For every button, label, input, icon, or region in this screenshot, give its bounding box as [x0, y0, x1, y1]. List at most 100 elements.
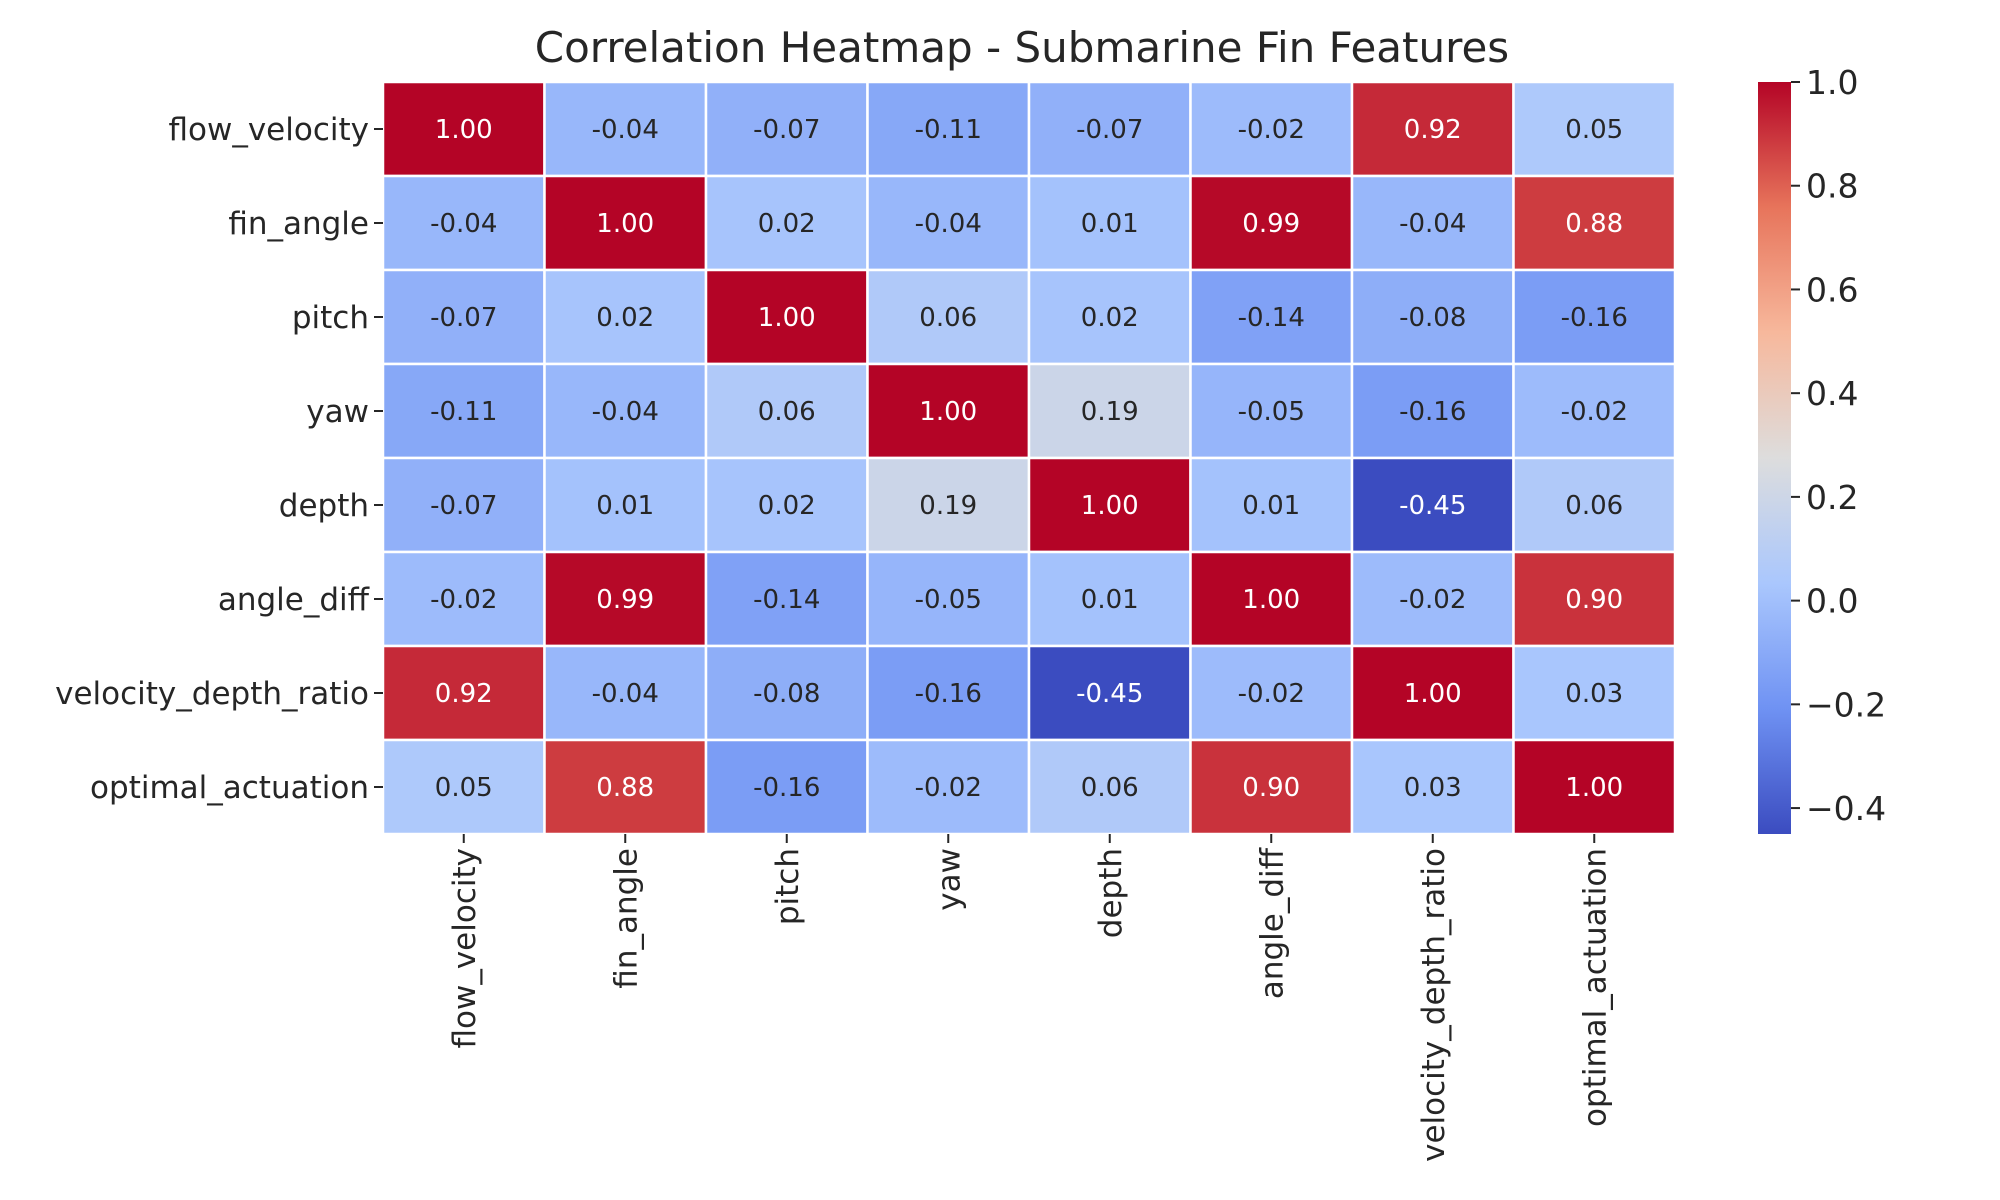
colorbar-tick-label: 0.8: [1806, 167, 1858, 206]
heatmap-cell-6-0: [381, 644, 546, 742]
cell-value-label: -0.45: [1399, 491, 1466, 521]
heatmap-cell-3-4: [1027, 362, 1192, 460]
cell-value-label: 0.92: [1404, 115, 1462, 145]
cell-value-label: -0.02: [915, 773, 982, 803]
colorbar-gradient: [1758, 82, 1791, 834]
cell-value-label: 0.05: [435, 773, 493, 803]
heatmap-cell-0-1: [543, 80, 708, 178]
cell-value-label: 1.00: [919, 397, 977, 427]
heatmap-cell-6-5: [1189, 644, 1354, 742]
heatmap-cell-4-3: [866, 456, 1031, 554]
heatmap-cell-2-4: [1027, 268, 1192, 366]
cell-value-label: 1.00: [596, 209, 654, 239]
cell-value-label: -0.02: [1399, 585, 1466, 615]
cell-value-label: -0.07: [430, 303, 497, 333]
cell-value-label: -0.16: [915, 679, 982, 709]
cell-value-label: 0.03: [1565, 679, 1623, 709]
heatmap-cell-2-7: [1512, 268, 1677, 366]
x-tick-label: pitch: [770, 848, 806, 925]
cell-value-label: -0.02: [430, 585, 497, 615]
heatmap-cell-6-2: [704, 644, 869, 742]
colorbar-tick-label: 1.0: [1806, 63, 1858, 102]
colorbar-tick-label: −0.2: [1806, 685, 1886, 724]
cell-value-label: 0.19: [919, 491, 977, 521]
heatmap-cell-0-5: [1189, 80, 1354, 178]
x-tick-label: fin_angle: [608, 848, 644, 989]
cell-value-label: -0.45: [1076, 679, 1143, 709]
cell-value-label: -0.14: [1238, 303, 1305, 333]
cell-value-label: 0.88: [1565, 209, 1623, 239]
cell-value-label: 0.06: [758, 397, 816, 427]
heatmap-cell-2-3: [866, 268, 1031, 366]
cell-value-label: 0.02: [596, 303, 654, 333]
cell-value-label: 1.00: [1242, 585, 1300, 615]
colorbar-tick-label: 0.0: [1806, 582, 1858, 621]
cell-value-label: 0.90: [1242, 773, 1300, 803]
cell-value-label: 0.01: [1081, 585, 1139, 615]
cell-value-label: -0.08: [1399, 303, 1466, 333]
cell-value-label: -0.11: [915, 115, 982, 145]
cell-value-label: -0.04: [915, 209, 982, 239]
heatmap-cell-5-6: [1350, 550, 1515, 648]
cell-value-label: -0.07: [753, 115, 820, 145]
cell-value-label: -0.02: [1238, 679, 1305, 709]
heatmap-cell-7-2: [704, 738, 869, 836]
cell-value-label: 0.06: [1081, 773, 1139, 803]
heatmap-cell-0-2: [704, 80, 869, 178]
y-tick-label: angle_diff: [218, 582, 370, 618]
cell-value-label: -0.05: [915, 585, 982, 615]
colorbar: 1.0 0.8 0.6 0.4 0.2 0.0 −0.2 −0.4: [1758, 63, 1886, 834]
y-tick-label: velocity_depth_ratio: [55, 676, 369, 712]
cell-value-label: 1.00: [1081, 491, 1139, 521]
x-tick-label: optimal_actuation: [1577, 848, 1613, 1127]
cell-value-label: 0.99: [596, 585, 654, 615]
heatmap-cell-2-1: [543, 268, 708, 366]
y-tick-label: fin_angle: [228, 206, 369, 242]
cell-value-label: 0.06: [919, 303, 977, 333]
x-tick-label: angle_diff: [1254, 847, 1290, 999]
cell-value-label: -0.02: [1561, 397, 1628, 427]
cell-value-label: 0.19: [1081, 397, 1139, 427]
cell-value-label: -0.04: [1399, 209, 1466, 239]
x-tick-label: depth: [1093, 848, 1129, 938]
heatmap-cell-1-7: [1512, 174, 1677, 272]
cell-value-label: -0.16: [1399, 397, 1466, 427]
y-tick-label: yaw: [306, 394, 369, 430]
heatmap-cell-6-4: [1027, 644, 1192, 742]
cell-value-label: -0.04: [592, 397, 659, 427]
x-tick-label: velocity_depth_ratio: [1416, 848, 1452, 1162]
x-tick-label: flow_velocity: [447, 848, 483, 1049]
heatmap-cell-2-5: [1189, 268, 1354, 366]
heatmap-cell-6-6: [1350, 644, 1515, 742]
cell-value-label: -0.02: [1238, 115, 1305, 145]
heatmap-cell-5-4: [1027, 550, 1192, 648]
cell-value-label: -0.16: [1561, 303, 1628, 333]
cell-value-label: 1.00: [1404, 679, 1462, 709]
cell-value-label: 0.92: [435, 679, 493, 709]
heatmap-cell-1-1: [543, 174, 708, 272]
cell-value-label: 0.06: [1565, 491, 1623, 521]
x-tick-label: yaw: [931, 848, 967, 911]
heatmap-cell-0-7: [1512, 80, 1677, 178]
heatmap-cell-5-1: [543, 550, 708, 648]
heatmap-cell-2-6: [1350, 268, 1515, 366]
heatmap-cell-1-3: [866, 174, 1031, 272]
heatmap-cell-1-5: [1189, 174, 1354, 272]
cell-value-label: 0.01: [596, 491, 654, 521]
colorbar-tick-label: −0.4: [1806, 789, 1886, 828]
heatmap-cell-0-0: [381, 80, 546, 178]
cell-value-label: -0.08: [753, 679, 820, 709]
cell-value-label: 1.00: [435, 115, 493, 145]
heatmap-cell-3-6: [1350, 362, 1515, 460]
heatmap-cell-6-1: [543, 644, 708, 742]
heatmap-cell-6-7: [1512, 644, 1677, 742]
cell-value-label: 0.03: [1404, 773, 1462, 803]
colorbar-tick-label: 0.4: [1806, 374, 1858, 413]
y-tick-label: optimal_actuation: [90, 770, 369, 806]
y-tick-label: pitch: [292, 300, 369, 336]
heatmap-cell-4-7: [1512, 456, 1677, 554]
heatmap-grid: 1.00 -0.04 -0.07 -0.11 -0.07 -0.02 0.92 0.05 -0.…: [381, 80, 1677, 836]
